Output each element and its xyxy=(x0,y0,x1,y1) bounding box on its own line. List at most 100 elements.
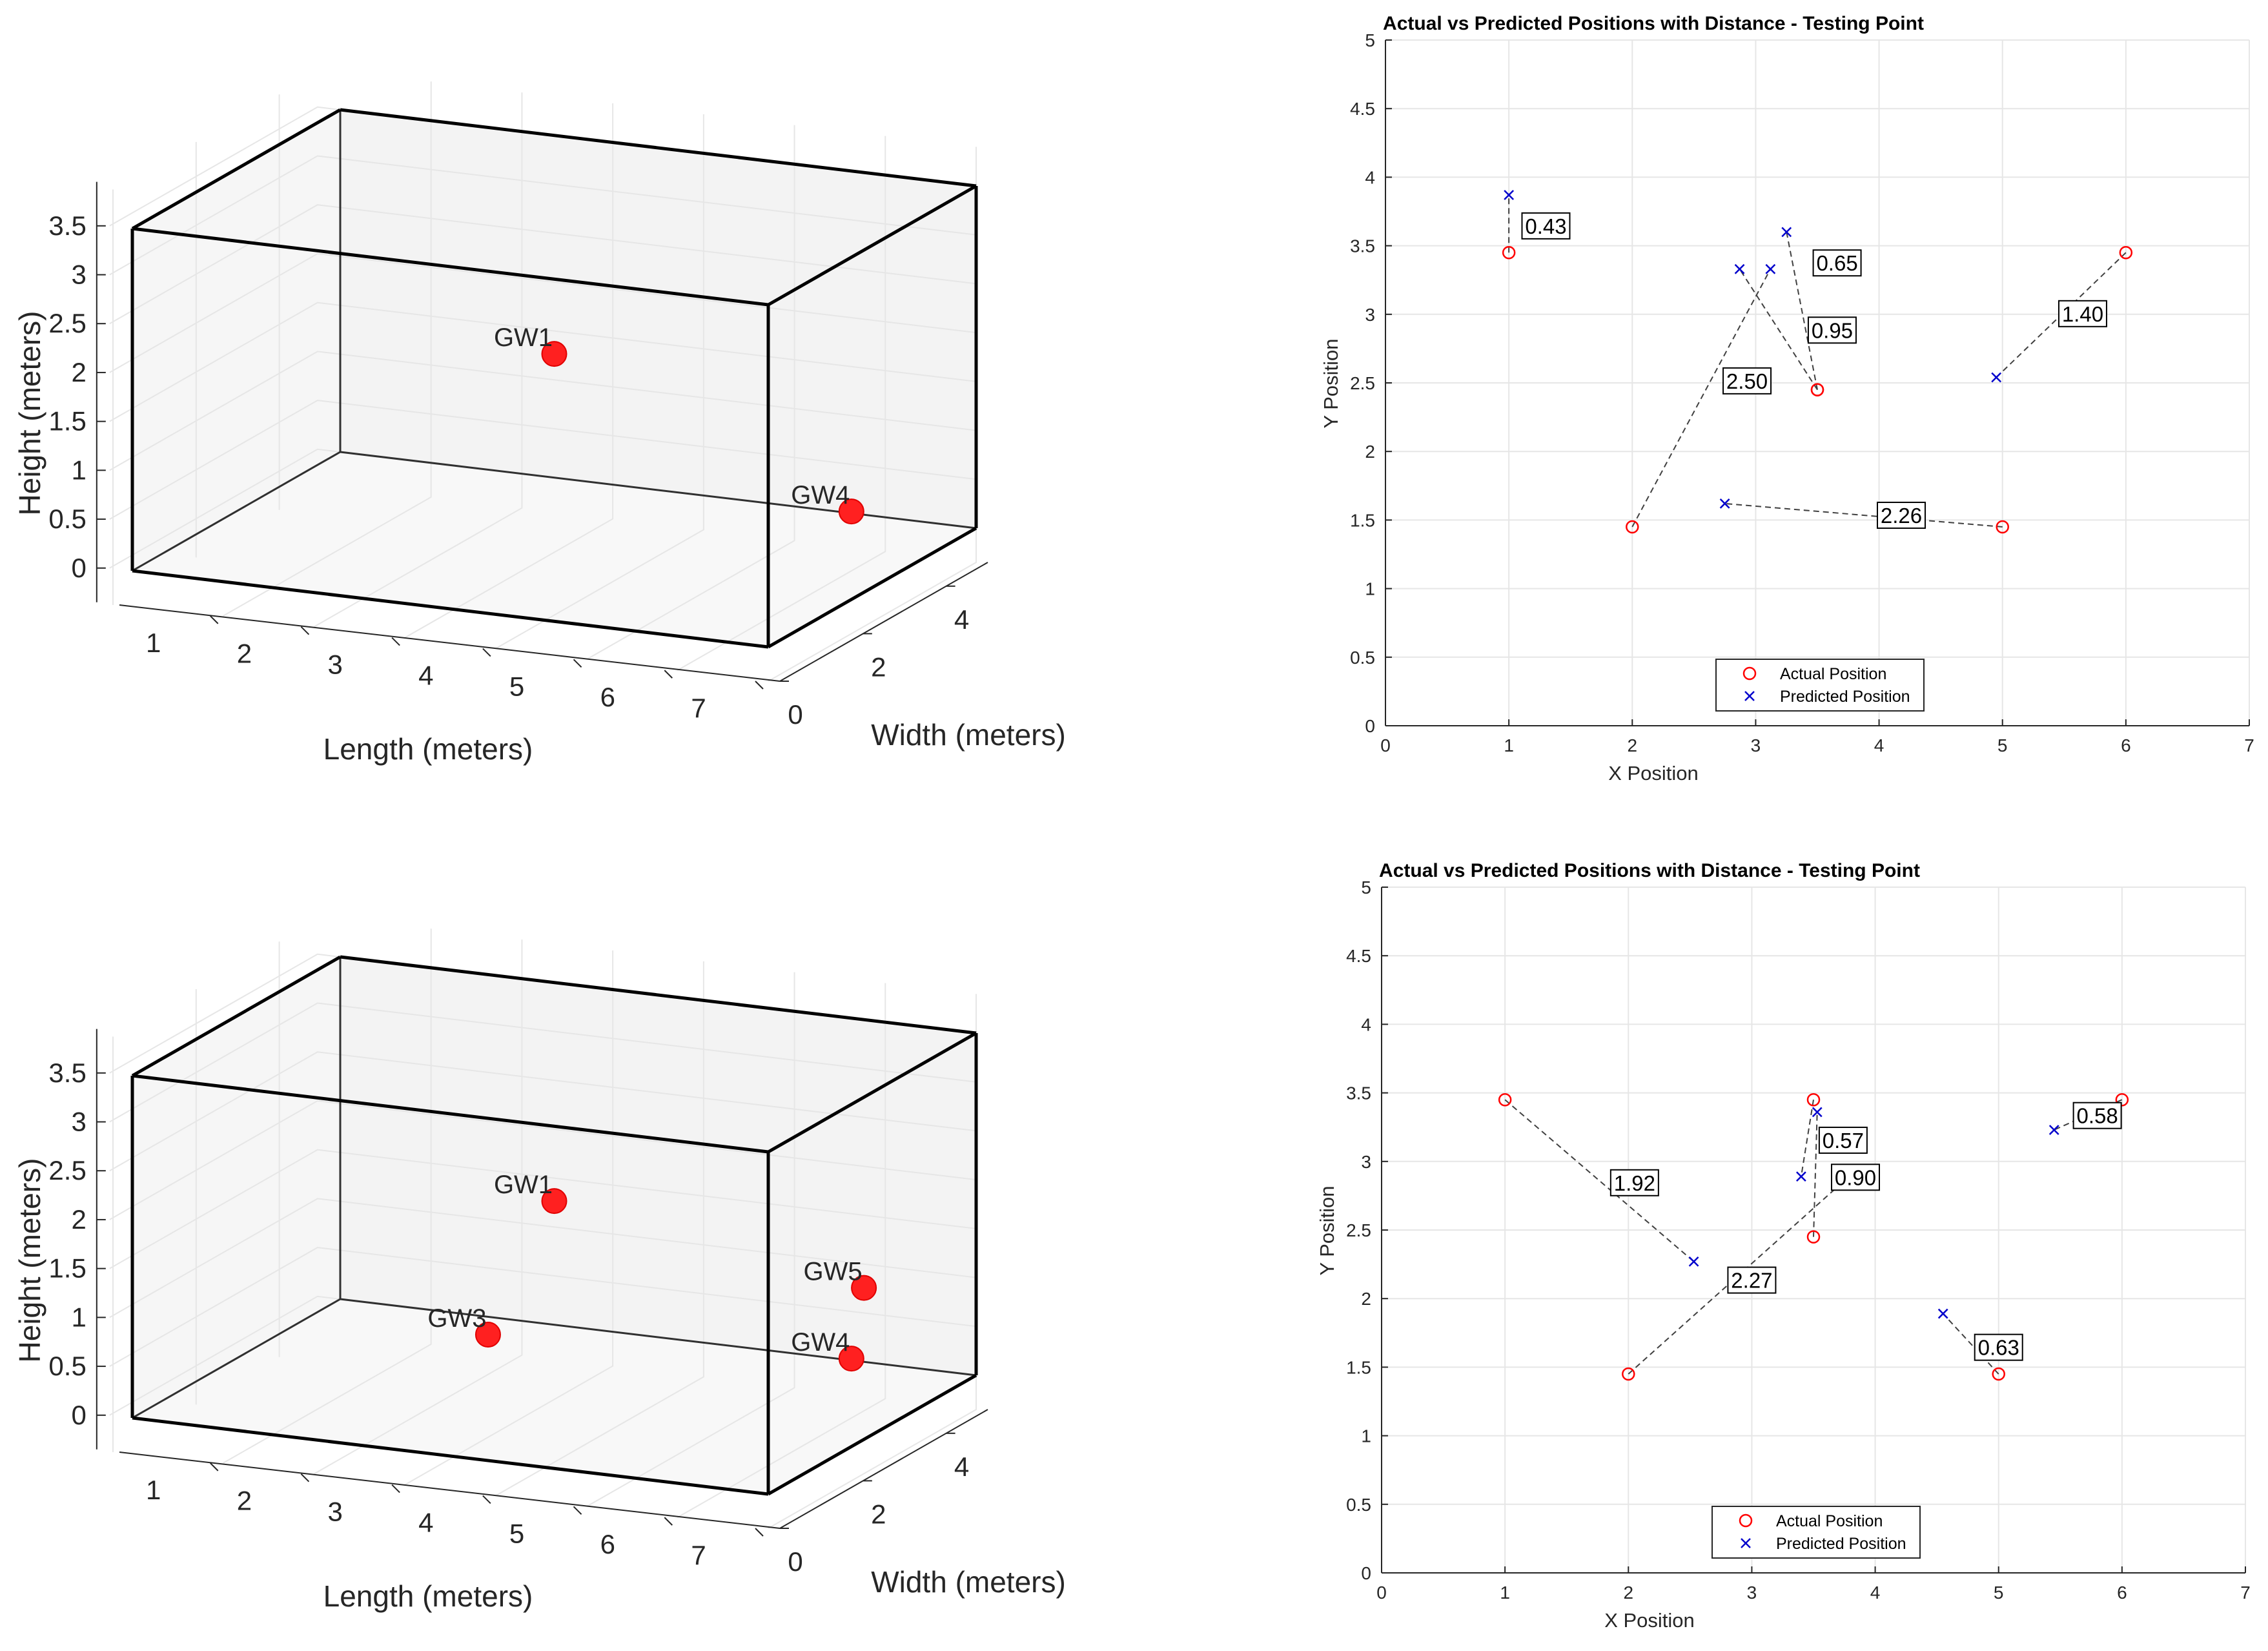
scatter-plot-bottom: 1.92 0.57 0.90 2.27 0.58 0.63 0 1 2 3 4 5 6 7 0 0.5 1 1.… xyxy=(1316,860,2251,1632)
floor-pane xyxy=(132,1299,976,1494)
gateway-label: GW4 xyxy=(791,1328,850,1357)
box-edge xyxy=(767,1373,977,1496)
distance-label-box xyxy=(1521,212,1571,240)
length-tick-label: 4 xyxy=(418,660,433,690)
distance-line xyxy=(1813,1112,1818,1237)
length-gridline xyxy=(223,928,432,1464)
y-tick-label: 3.5 xyxy=(1350,236,1375,256)
height-axis-label: Height (meters) xyxy=(13,1158,46,1363)
predicted-marker-stroke xyxy=(2048,1125,2059,1135)
y-tick-label: 5 xyxy=(1365,30,1375,50)
legend: Actual Position Predicted Position xyxy=(1715,659,1925,712)
y-tick-label: 1 xyxy=(1361,1426,1371,1446)
predicted-position-marker xyxy=(1719,498,1730,509)
height-tick-label: 2 xyxy=(71,357,86,387)
distance-label: 0.65 xyxy=(1816,251,1857,275)
predicted-position-marker xyxy=(1812,1107,1823,1118)
distance-line xyxy=(1739,269,1818,391)
predicted-position-marker xyxy=(1734,263,1745,274)
predicted-marker-stroke xyxy=(1796,1171,1806,1182)
gateway-marker xyxy=(838,1346,864,1372)
y-tick-label: 3.5 xyxy=(1346,1083,1371,1103)
actual-position-marker xyxy=(2119,245,2133,260)
y-tick-label: 4 xyxy=(1365,167,1375,187)
predicted-marker-stroke xyxy=(1812,1107,1823,1118)
width-tick-label: 0 xyxy=(788,699,802,730)
distance-label: 0.90 xyxy=(1835,1165,1876,1189)
distance-label-box xyxy=(1818,1126,1868,1154)
box-edge-hidden xyxy=(340,451,977,529)
y-tick-label: 4.5 xyxy=(1346,946,1371,966)
distance-label-box xyxy=(1609,1169,1659,1196)
length-tick-label: 4 xyxy=(418,1507,433,1537)
distance-line xyxy=(1631,269,1772,528)
box-edge-hidden xyxy=(132,451,341,572)
length-gridline xyxy=(495,961,704,1497)
distance-label: 1.92 xyxy=(1614,1171,1655,1195)
x-tick-label: 1 xyxy=(1500,1583,1510,1603)
length-tick-label: 5 xyxy=(509,671,524,701)
distance-label: 2.27 xyxy=(1731,1269,1772,1293)
height-tick-label: 3.5 xyxy=(48,1058,86,1088)
length-axis-line xyxy=(119,604,781,682)
length-tick-label: 1 xyxy=(146,628,161,658)
legend-actual-marker xyxy=(1742,666,1757,681)
y-tick-label: 0.5 xyxy=(1346,1495,1371,1515)
length-tick-label: 2 xyxy=(237,639,252,669)
gateway-label: GW3 xyxy=(427,1304,486,1333)
x-tick-label: 6 xyxy=(2121,735,2131,755)
height-tick-label: 0 xyxy=(71,1400,86,1430)
height-gridline xyxy=(109,351,977,471)
length-tick-label: 6 xyxy=(600,682,615,712)
height-gridline xyxy=(109,1198,977,1318)
distance-label: 0.43 xyxy=(1525,214,1566,238)
gateway-marker xyxy=(541,1188,567,1215)
length-gridline xyxy=(677,983,886,1519)
gateway-marker xyxy=(475,1321,501,1348)
height-tick-label: 0.5 xyxy=(48,1351,86,1381)
height-tick-label: 1 xyxy=(71,455,86,485)
actual-position-marker xyxy=(2115,1092,2129,1107)
length-tick-label: 3 xyxy=(327,650,342,680)
height-gridline xyxy=(109,1247,977,1367)
y-tick-label: 1.5 xyxy=(1350,510,1375,530)
gateway-marker xyxy=(851,1275,877,1301)
y-tick-label: 4.5 xyxy=(1350,99,1375,119)
length-tick-mark xyxy=(482,648,491,657)
distance-line xyxy=(1942,1313,1999,1375)
length-axis-label: Length (meters) xyxy=(323,732,533,766)
length-tick-mark xyxy=(573,1506,582,1515)
length-tick-label: 7 xyxy=(691,693,706,723)
scatter-plot-top: 0.43 0.65 0.95 2.50 1.40 2.26 0 1 2 3 4 5 6 7 0 0.5 1 1.… xyxy=(1320,13,2254,784)
length-axis-line xyxy=(119,1451,781,1529)
width-axis-line xyxy=(779,562,988,682)
height-tick-label: 2.5 xyxy=(48,1155,86,1185)
distance-label: 1.40 xyxy=(2062,302,2103,326)
y-axis-label: Y Position xyxy=(1316,1185,1338,1275)
actual-position-marker xyxy=(1622,1367,1635,1381)
box-edge xyxy=(132,1416,769,1496)
length-gridline xyxy=(677,136,886,672)
length-tick-mark xyxy=(391,637,400,646)
height-tick-label: 3.5 xyxy=(48,210,86,241)
width-tick-label: 4 xyxy=(954,604,969,635)
distance-label-box xyxy=(2058,300,2107,327)
length-tick-mark xyxy=(300,626,310,635)
distance-label-box xyxy=(1807,316,1857,344)
x-tick-label: 2 xyxy=(1623,1583,1633,1603)
room-3d-plot-top: 1 2 3 4 5 6 7 0 2 4 0 0.5 1 1.5 2 2.5 3 3.5 GW1 GW4 Length… xyxy=(13,81,1066,766)
box-edge-hidden xyxy=(132,1298,341,1419)
legend-predicted-marker xyxy=(1744,691,1755,701)
gateway-label: GW4 xyxy=(791,481,850,509)
height-gridline xyxy=(109,400,977,520)
height-gridline xyxy=(109,204,977,325)
distance-label: 0.63 xyxy=(1978,1336,2019,1360)
height-tick-label: 1.5 xyxy=(48,1253,86,1284)
floor-pane xyxy=(132,452,976,647)
predicted-marker-stroke xyxy=(1991,372,2002,383)
x-tick-label: 2 xyxy=(1627,735,1637,755)
height-tick-label: 0.5 xyxy=(48,504,86,534)
length-tick-mark xyxy=(210,615,219,624)
length-axis-label: Length (meters) xyxy=(323,1579,533,1613)
y-tick-label: 2 xyxy=(1365,442,1375,462)
